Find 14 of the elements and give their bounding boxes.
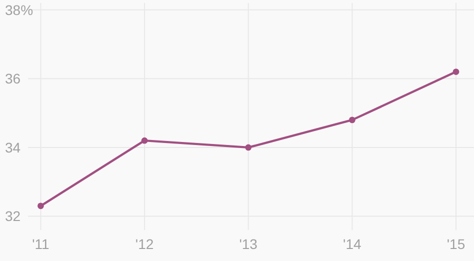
y-tick-label: 36 xyxy=(5,70,21,87)
point xyxy=(452,68,460,75)
point xyxy=(38,202,44,210)
x-tick-label: '11 xyxy=(32,236,50,252)
x-tick-label: '14 xyxy=(343,236,362,252)
y-tick-label: 38% xyxy=(5,2,34,18)
x-tick-label: '15 xyxy=(446,236,466,252)
y-tick-label: 34 xyxy=(5,139,21,156)
x-tick-label: '13 xyxy=(239,236,258,252)
point xyxy=(348,116,356,124)
y-tick-label: 32 xyxy=(5,208,21,224)
point xyxy=(245,144,252,151)
x-tick-label: '12 xyxy=(135,236,154,252)
point xyxy=(141,137,148,144)
